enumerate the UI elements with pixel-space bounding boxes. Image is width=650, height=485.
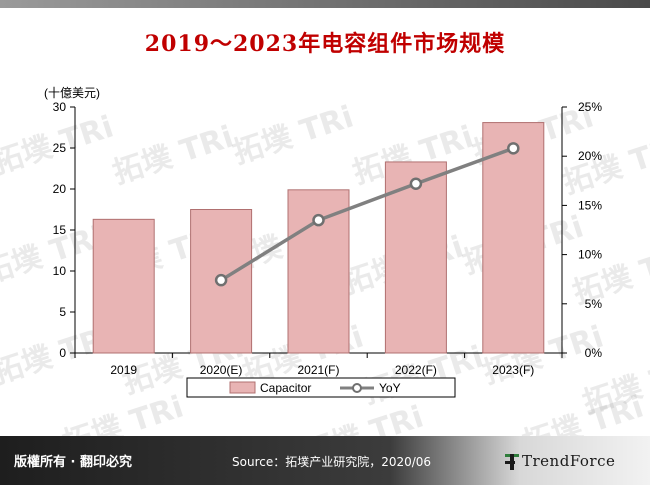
source-text: Source：拓墣产业研究院，2020/06	[232, 455, 432, 469]
x-tick-label: 2021(F)	[297, 363, 339, 377]
copyright-text: 版權所有 · 翻印必究	[14, 455, 132, 470]
legend-label-capacitor: Capacitor	[260, 381, 311, 395]
top-accent-bar	[0, 0, 650, 8]
y-right-tick-label: 25%	[578, 100, 602, 114]
x-tick-label: 2020(E)	[200, 363, 243, 377]
y-axis-unit-label: (十億美元)	[44, 86, 100, 100]
y-left-tick-label: 5	[59, 305, 66, 319]
line-yoy	[220, 146, 514, 282]
bar-capacitor	[384, 161, 447, 354]
x-tick-label: 2022(F)	[395, 363, 437, 377]
y-right-tick-label: 10%	[578, 248, 602, 262]
point-yoy	[214, 273, 228, 287]
point-yoy	[312, 213, 325, 227]
trendforce-logo-icon	[505, 454, 519, 470]
y-right-tick-label: 0%	[585, 346, 603, 360]
brand-name: TrendForce	[522, 452, 616, 470]
x-tick-label: 2019	[110, 363, 137, 377]
y-left-tick-label: 0	[59, 346, 66, 360]
legend-label-yoy: YoY	[379, 381, 401, 395]
legend-swatch-capacitor	[229, 381, 256, 394]
point-yoy	[507, 142, 520, 155]
y-left-tick-label: 10	[53, 264, 67, 278]
footer-bar	[0, 436, 650, 485]
point-yoy	[409, 177, 423, 191]
y-left-tick-label: 15	[53, 223, 67, 237]
y-right-tick-label: 15%	[578, 198, 602, 212]
y-right-tick-label: 20%	[578, 149, 602, 163]
chart-svg: (十億美元) 0 5 10 15 20 25 30 0% 5% 10% 15% 20% 25% 2019 20…	[44, 86, 603, 398]
legend-box	[186, 377, 456, 398]
bar-capacitor	[92, 218, 155, 354]
y-left-tick-label: 25	[53, 141, 67, 155]
y-left-tick-label: 20	[53, 182, 67, 196]
x-tick-label: 2023(F)	[492, 363, 534, 377]
legend-swatch-yoy-marker	[352, 383, 362, 393]
bar-capacitor	[482, 122, 545, 354]
chart-title: 2019～2023年电容组件市场规模	[144, 31, 506, 57]
y-right-tick-label: 5%	[585, 297, 603, 311]
y-left-tick-label: 30	[53, 100, 67, 114]
